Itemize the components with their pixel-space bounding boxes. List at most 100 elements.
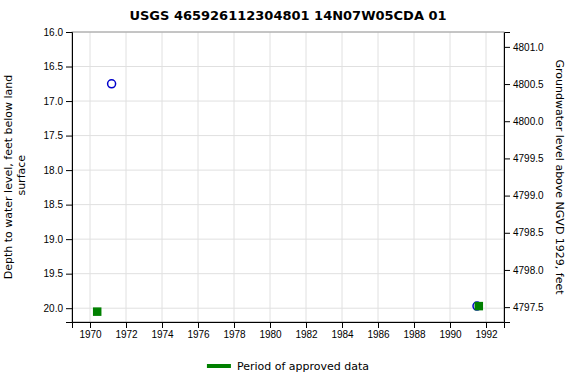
tick-label: 17.5 bbox=[44, 130, 64, 141]
grid-line-x bbox=[450, 32, 451, 322]
axis-line bbox=[505, 33, 511, 323]
tick-label: 17.0 bbox=[44, 96, 64, 107]
tick: 1976 bbox=[187, 322, 210, 340]
grid-line-x bbox=[486, 32, 487, 322]
tick: 4797.5 bbox=[504, 302, 544, 313]
marks bbox=[94, 80, 483, 315]
tick: 1980 bbox=[259, 322, 282, 340]
y2-axis-title: Groundwater level above NGVD 1929, feet bbox=[553, 59, 566, 295]
tick-mark bbox=[66, 274, 72, 275]
tick-mark bbox=[504, 196, 510, 197]
grid-line-x bbox=[162, 32, 163, 322]
tick-mark bbox=[486, 322, 487, 328]
tick: 4799.0 bbox=[504, 190, 544, 201]
tick: 4799.5 bbox=[504, 153, 544, 164]
tick: 1984 bbox=[331, 322, 354, 340]
tick: 1988 bbox=[403, 322, 426, 340]
y-axis-title: Depth to water level, feet below land su… bbox=[2, 75, 28, 280]
tick-mark bbox=[66, 308, 72, 309]
grid bbox=[72, 32, 504, 322]
grid-line-y bbox=[72, 204, 504, 205]
tick-label: 4798.0 bbox=[513, 265, 544, 276]
plot-frame bbox=[72, 32, 504, 322]
tick: 4800.0 bbox=[504, 116, 544, 127]
tick: 1974 bbox=[151, 322, 174, 340]
tick-label: 1980 bbox=[259, 329, 282, 340]
point bbox=[475, 303, 482, 310]
tick-mark bbox=[66, 170, 72, 171]
tick-mark bbox=[90, 322, 91, 328]
tick: 16.0 bbox=[44, 27, 72, 38]
tick-label: 1972 bbox=[115, 329, 138, 340]
tick-label: 1970 bbox=[79, 329, 102, 340]
grid-line-y bbox=[72, 273, 504, 274]
tick: 1970 bbox=[79, 322, 102, 340]
tick-label: 16.5 bbox=[44, 61, 64, 72]
grid-line-x bbox=[306, 32, 307, 322]
legend: Period of approved data bbox=[207, 360, 369, 373]
legend-item: Period of approved data bbox=[207, 360, 369, 373]
grid-line-y bbox=[72, 170, 504, 171]
tick-mark bbox=[342, 322, 343, 328]
point bbox=[108, 80, 116, 88]
chart: 1970197219741976197819801982198419861988… bbox=[0, 0, 576, 384]
y2-axis: 4801.04800.54800.04799.54799.04798.54798… bbox=[504, 33, 544, 323]
tick-label: 1974 bbox=[151, 329, 174, 340]
tick-mark bbox=[66, 136, 72, 137]
tick-mark bbox=[162, 322, 163, 328]
tick-mark bbox=[504, 84, 510, 85]
tick-label: 18.0 bbox=[44, 165, 64, 176]
tick-label: 4798.5 bbox=[513, 227, 544, 238]
grid-line-y bbox=[72, 135, 504, 136]
tick: 18.5 bbox=[44, 199, 72, 210]
tick-mark bbox=[66, 32, 72, 33]
legend-swatch bbox=[207, 364, 231, 368]
tick-label: 4800.0 bbox=[513, 116, 544, 127]
grid-line-y bbox=[72, 239, 504, 240]
tick-label: 4797.5 bbox=[513, 302, 544, 313]
grid-line-x bbox=[414, 32, 415, 322]
tick-mark bbox=[504, 270, 510, 271]
tick-mark bbox=[450, 322, 451, 328]
plot: 1970197219741976197819801982198419861988… bbox=[44, 27, 544, 340]
tick-label: 19.0 bbox=[44, 234, 64, 245]
tick-label: 1992 bbox=[475, 329, 498, 340]
tick: 20.0 bbox=[44, 303, 72, 314]
tick-mark bbox=[66, 239, 72, 240]
grid-line-y bbox=[72, 308, 504, 309]
tick-label: 4800.5 bbox=[513, 79, 544, 90]
y-axis: 16.0 16.5 17.0 17.5 18.0 18.5 19.0 19.5 20.0 bbox=[44, 27, 73, 323]
tick: 1986 bbox=[367, 322, 390, 340]
tick-label: 20.0 bbox=[44, 303, 64, 314]
tick-mark bbox=[66, 67, 72, 68]
grid-line-x bbox=[342, 32, 343, 322]
tick-label: 19.5 bbox=[44, 268, 64, 279]
point bbox=[94, 308, 101, 315]
tick-mark bbox=[234, 322, 235, 328]
axis-line bbox=[66, 33, 73, 323]
tick-mark bbox=[270, 322, 271, 328]
grid-line-x bbox=[234, 32, 235, 322]
tick-label: 1982 bbox=[295, 329, 318, 340]
grid-line-x bbox=[270, 32, 271, 322]
tick-mark bbox=[66, 101, 72, 102]
tick: 18.0 bbox=[44, 165, 72, 176]
tick-mark bbox=[378, 322, 379, 328]
x-axis: 1970197219741976197819801982198419861988… bbox=[73, 322, 505, 340]
tick-mark bbox=[504, 233, 510, 234]
tick: 4798.0 bbox=[504, 265, 544, 276]
series bbox=[108, 80, 481, 310]
tick-mark bbox=[198, 322, 199, 328]
tick-label: 16.0 bbox=[44, 27, 64, 38]
tick-mark bbox=[504, 47, 510, 48]
tick: 19.0 bbox=[44, 234, 72, 245]
tick-mark bbox=[504, 121, 510, 122]
tick: 17.5 bbox=[44, 130, 72, 141]
tick: 16.5 bbox=[44, 61, 72, 72]
tick-label: 1984 bbox=[331, 329, 354, 340]
axis-line bbox=[73, 323, 505, 329]
grid-line-x bbox=[90, 32, 91, 322]
series bbox=[94, 303, 483, 316]
tick: 19.5 bbox=[44, 268, 72, 279]
tick: 1992 bbox=[475, 322, 498, 340]
